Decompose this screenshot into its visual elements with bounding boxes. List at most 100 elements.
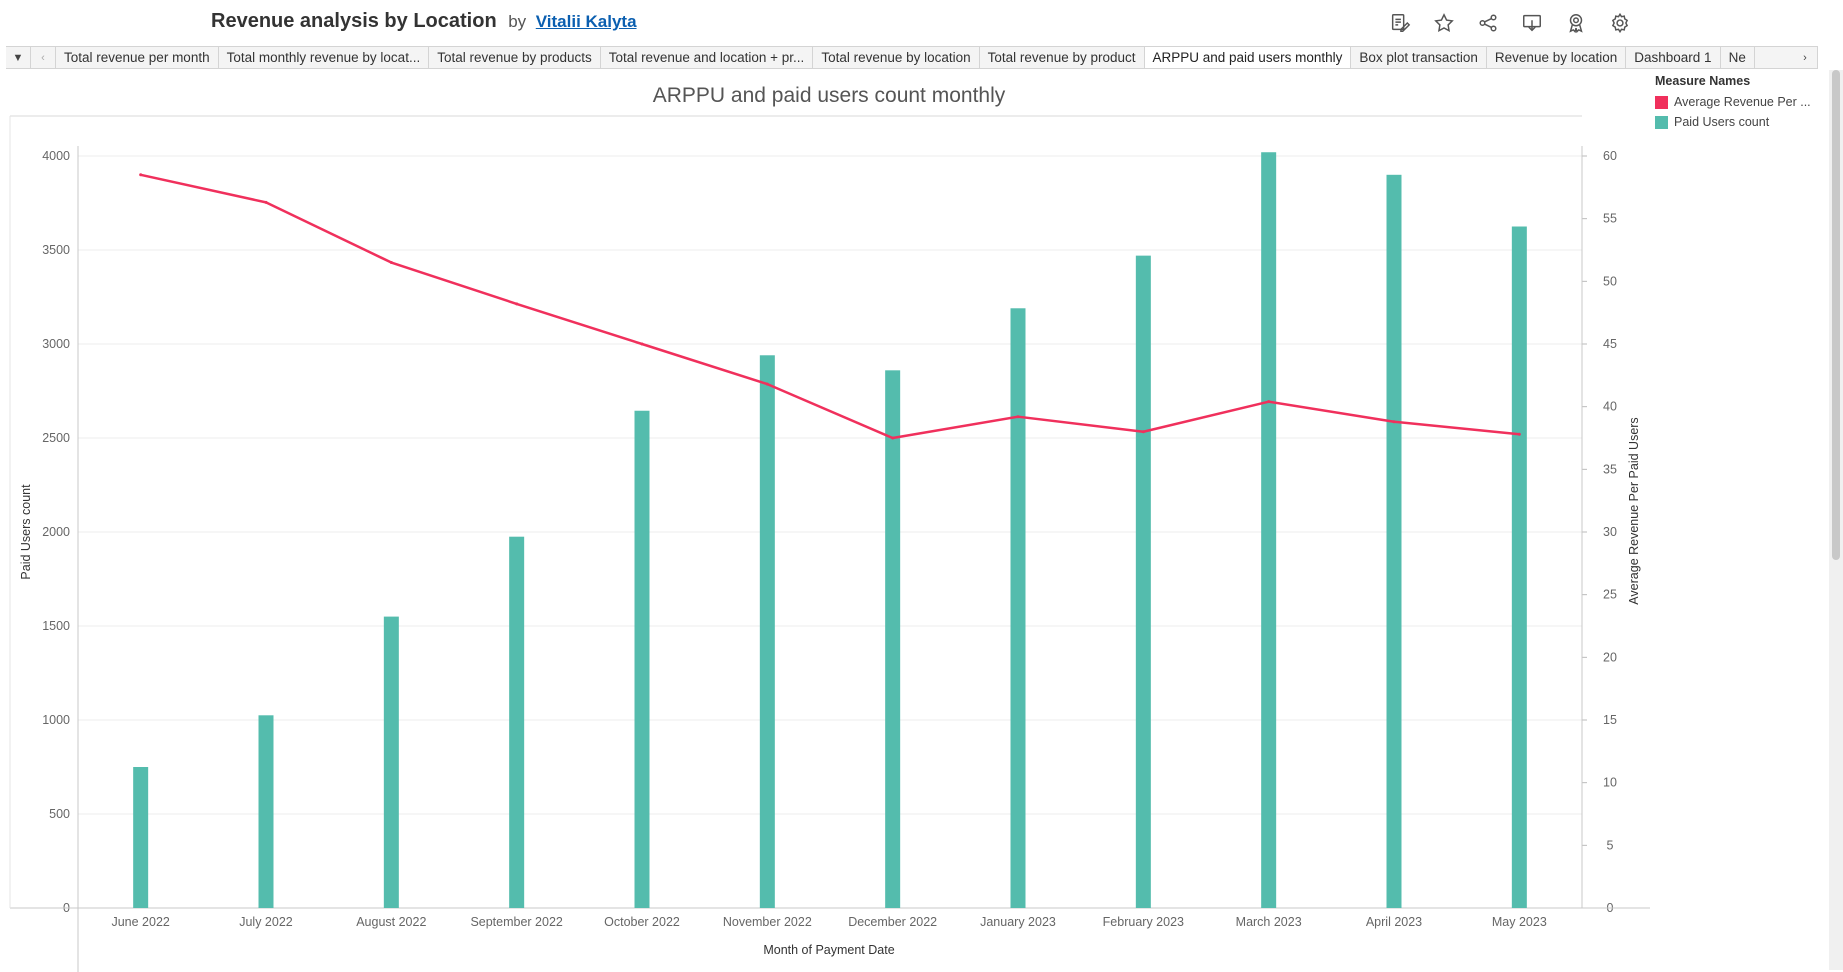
line-point-arppu <box>139 173 143 177</box>
line-point-arppu <box>640 342 644 346</box>
scrollbar-thumb[interactable] <box>1832 70 1840 560</box>
x-tick-label: November 2022 <box>723 915 812 929</box>
sheet-tab[interactable]: Total revenue by location <box>813 47 980 68</box>
sheet-tab[interactable]: Total revenue and location + pr... <box>600 47 814 68</box>
x-tick-label: December 2022 <box>848 915 937 929</box>
line-point-arppu <box>264 200 268 204</box>
tab-menu-button[interactable]: ▼ <box>6 47 31 68</box>
bar-paid-users <box>1511 226 1527 908</box>
share-icon <box>1479 14 1497 32</box>
bar-paid-users <box>133 767 149 908</box>
y2-tick-label: 20 <box>1603 650 1617 664</box>
y-tick-label: 500 <box>49 807 70 821</box>
toolbar <box>1387 10 1633 36</box>
bar-paid-users <box>383 616 399 908</box>
vertical-scrollbar[interactable] <box>1829 70 1843 970</box>
y-tick-label: 2000 <box>42 525 70 539</box>
download-button[interactable] <box>1519 10 1545 36</box>
x-tick-label: June 2022 <box>111 915 169 929</box>
caret-down-icon: ▼ <box>12 51 24 64</box>
x-tick-label: October 2022 <box>604 915 680 929</box>
favorite-button[interactable] <box>1431 10 1457 36</box>
sheet-tab[interactable]: Revenue by location <box>1486 47 1627 68</box>
y-tick-label: 2500 <box>42 431 70 445</box>
title-block: Revenue analysis by Location by Vitalii … <box>211 10 637 33</box>
y-tick-label: 1000 <box>42 713 70 727</box>
sheet-tab[interactable]: Ne <box>1720 47 1755 68</box>
bar-paid-users <box>634 410 650 908</box>
line-point-arppu <box>1267 400 1271 404</box>
legend-item-arppu[interactable]: Average Revenue Per ... <box>1655 92 1815 112</box>
bar-paid-users <box>509 536 525 908</box>
x-tick-label: May 2023 <box>1492 915 1547 929</box>
x-tick-label: August 2022 <box>356 915 426 929</box>
metrics-button[interactable] <box>1563 10 1589 36</box>
bar-paid-users <box>1010 308 1026 908</box>
legend-swatch-paid-users <box>1655 115 1668 129</box>
legend-swatch-arppu <box>1655 95 1668 109</box>
x-tick-label: January 2023 <box>980 915 1056 929</box>
download-icon <box>1523 14 1541 32</box>
x-axis-title: Month of Payment Date <box>763 943 894 957</box>
line-point-arppu <box>765 382 769 386</box>
y2-tick-label: 15 <box>1603 713 1617 727</box>
y2-tick-label: 25 <box>1603 588 1617 602</box>
sheet-tab[interactable]: Total revenue by products <box>429 47 601 68</box>
line-point-arppu <box>515 302 519 306</box>
legend-label: Average Revenue Per ... <box>1674 95 1811 109</box>
sheet-tab[interactable]: Dashboard 1 <box>1626 47 1721 68</box>
sheet-tab[interactable]: Total revenue per month <box>56 47 219 68</box>
y2-axis-title: Average Revenue Per Paid Users <box>1627 417 1641 604</box>
legend-title: Measure Names <box>1655 74 1751 88</box>
workbook-title: Revenue analysis by Location <box>211 10 497 32</box>
dashboard-header: Revenue analysis by Location by Vitalii … <box>0 0 1843 46</box>
line-point-arppu <box>1517 432 1521 436</box>
y-tick-label: 1500 <box>42 619 70 633</box>
sheet-tab[interactable]: Total revenue by product <box>979 47 1145 68</box>
edit-button[interactable] <box>1387 10 1413 36</box>
line-point-arppu <box>1392 420 1396 424</box>
edit-icon <box>1391 14 1411 32</box>
legend: Measure Names Average Revenue Per ... Pa… <box>1655 74 1815 132</box>
chart-title: ARPPU and paid users count monthly <box>653 84 1006 107</box>
y2-tick-label: 45 <box>1603 337 1617 351</box>
metrics-icon <box>1569 14 1583 34</box>
y-tick-label: 4000 <box>42 149 70 163</box>
sheet-tab[interactable]: Total monthly revenue by locat... <box>218 47 430 68</box>
by-label: by <box>508 12 527 31</box>
sheet-tab-bar: ▼ ‹ Total revenue per month Total monthl… <box>6 46 1818 69</box>
sheet-tab-active[interactable]: ARPPU and paid users monthly <box>1144 47 1352 68</box>
chevron-right-icon: › <box>1803 51 1807 64</box>
bar-paid-users <box>1135 255 1151 908</box>
x-tick-label: July 2022 <box>239 915 293 929</box>
bar-paid-users <box>1261 152 1277 908</box>
sheet-tab[interactable]: Box plot transaction <box>1351 47 1487 68</box>
bar-paid-users <box>885 370 901 908</box>
y2-tick-label: 60 <box>1603 149 1617 163</box>
share-button[interactable] <box>1475 10 1501 36</box>
tab-scroll-left-button[interactable]: ‹ <box>31 47 56 68</box>
x-tick-label: March 2023 <box>1236 915 1302 929</box>
y2-tick-label: 55 <box>1603 212 1617 226</box>
line-point-arppu <box>1016 415 1020 419</box>
y2-tick-label: 10 <box>1603 776 1617 790</box>
settings-icon <box>1611 12 1629 34</box>
bar-paid-users <box>1386 174 1402 909</box>
combo-chart: ARPPU and paid users count monthly050010… <box>9 84 1650 972</box>
author-link[interactable]: Vitalii Kalyta <box>535 12 637 31</box>
line-point-arppu <box>389 261 393 265</box>
x-tick-label: September 2022 <box>470 915 562 929</box>
tab-scroll-right-button[interactable]: › <box>1793 47 1818 68</box>
line-point-arppu <box>1141 430 1145 434</box>
legend-item-paid-users[interactable]: Paid Users count <box>1655 112 1815 132</box>
settings-button[interactable] <box>1607 10 1633 36</box>
y2-tick-label: 40 <box>1603 400 1617 414</box>
x-tick-label: April 2023 <box>1366 915 1422 929</box>
line-point-arppu <box>891 436 895 440</box>
x-tick-label: February 2023 <box>1103 915 1184 929</box>
bar-paid-users <box>258 715 274 908</box>
y2-tick-label: 30 <box>1603 525 1617 539</box>
star-icon <box>1434 13 1454 32</box>
legend-label: Paid Users count <box>1674 115 1770 129</box>
y2-tick-label: 50 <box>1603 274 1617 288</box>
